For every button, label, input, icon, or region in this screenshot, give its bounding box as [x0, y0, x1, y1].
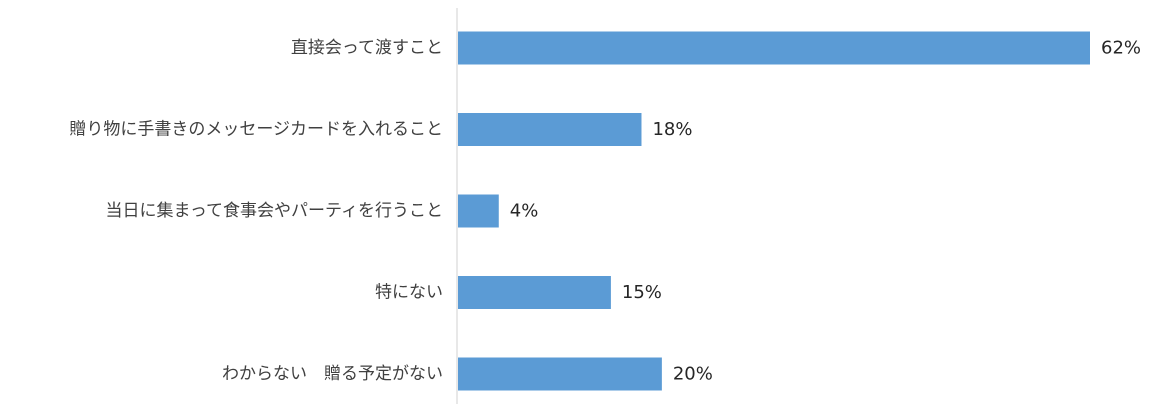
category-label-1: 贈り物に手書きのメッセージカードを入れること	[69, 120, 443, 140]
bar-0	[458, 31, 1090, 65]
category-label-3: 特にない	[375, 283, 443, 303]
category-label-2: 当日に集まって食事会やパーティを行うこと	[106, 201, 443, 221]
category-label-0: 直接会って渡すこと	[291, 38, 443, 58]
value-label-4: 20%	[673, 364, 713, 385]
value-label-0: 62%	[1101, 38, 1141, 59]
bar-4	[458, 357, 662, 391]
category-label-4: わからない 贈る予定がない	[222, 364, 443, 384]
bar-2	[458, 194, 499, 228]
value-label-2: 4%	[510, 201, 539, 222]
value-label-1: 18%	[652, 119, 692, 140]
category-labels-group: 直接会って渡すこと贈り物に手書きのメッセージカードを入れること当日に集まって食事…	[69, 38, 443, 384]
bar-1	[458, 113, 642, 146]
bars-group	[458, 31, 1090, 391]
value-labels-group: 62% 18% 4% 15% 20%	[510, 38, 1141, 385]
value-label-3: 15%	[622, 282, 662, 303]
bar-3	[458, 276, 611, 309]
